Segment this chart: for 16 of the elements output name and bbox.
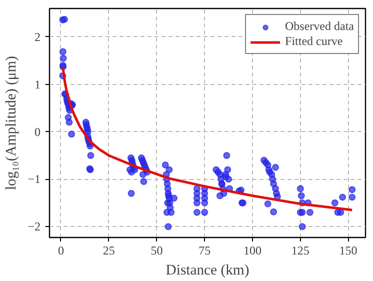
y-axis-title: log₁₀(Amplitude) (μm) (4, 56, 20, 190)
x-tick-label: 0 (58, 244, 64, 258)
x-tick-label: 125 (291, 244, 310, 258)
legend-label: Fitted curve (285, 34, 343, 49)
y-tick-label: −1 (28, 172, 41, 186)
x-tick-label: 150 (339, 244, 358, 258)
y-tick-label: 0 (34, 124, 40, 139)
legend-label: Observed data (285, 19, 354, 34)
x-tick-label: 100 (244, 244, 262, 258)
x-axis-title: Distance (km) (166, 262, 250, 278)
x-tick-label: 75 (198, 244, 211, 258)
y-tick-label: −2 (28, 220, 41, 234)
y-tick-label: 2 (34, 30, 40, 44)
y-tick-label: 1 (34, 77, 40, 92)
x-tick-label: 25 (102, 244, 115, 258)
x-tick-label: 50 (150, 244, 163, 258)
